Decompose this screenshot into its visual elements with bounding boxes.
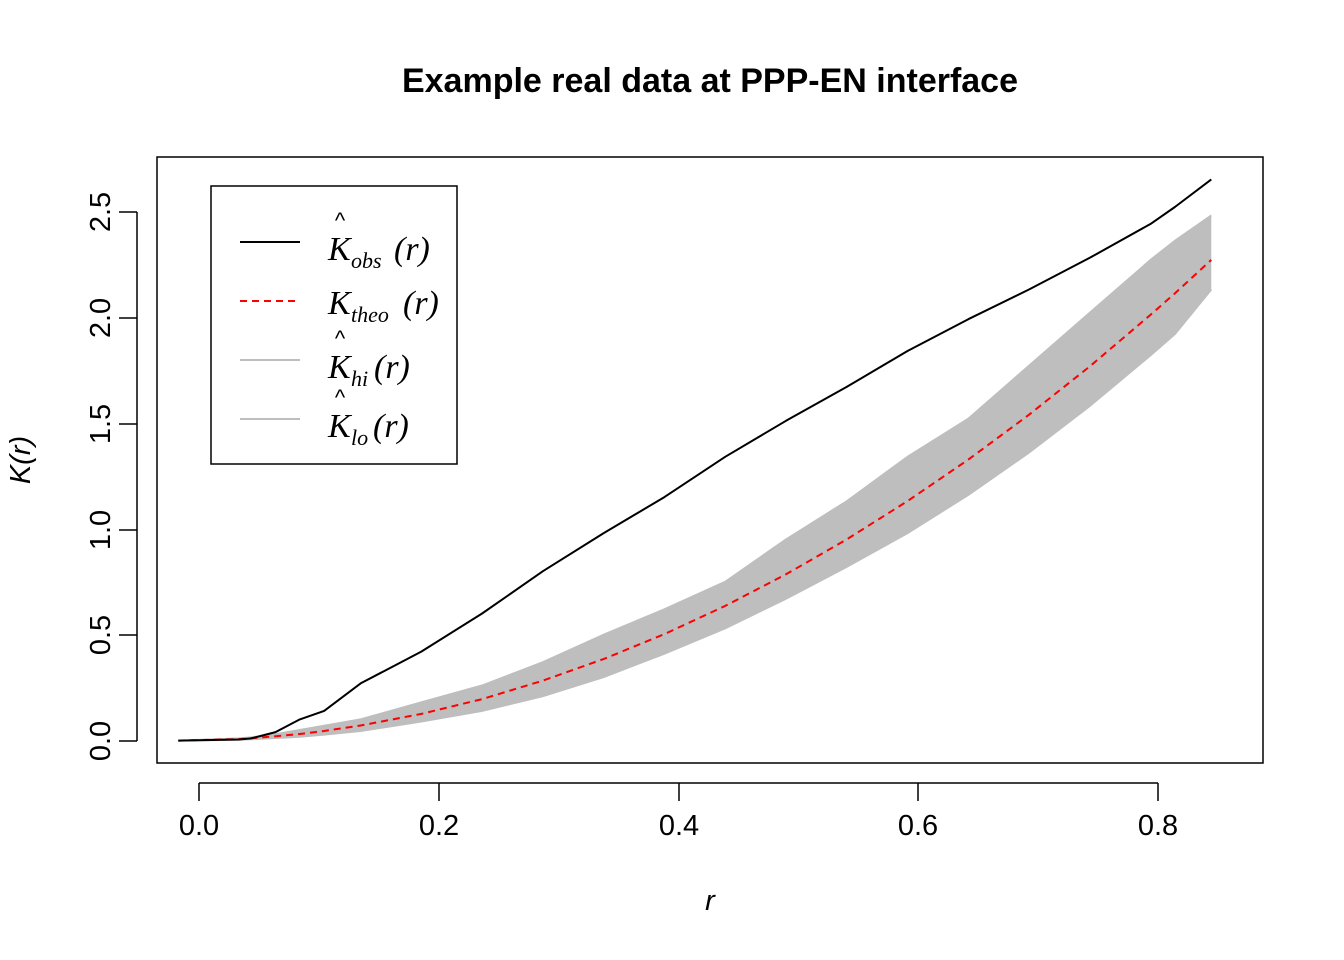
- legend-sub-theo: theo: [351, 302, 389, 327]
- legend-box: [210, 185, 458, 465]
- series-line-obs: [178, 178, 1212, 742]
- legend-entry-theo: K theo (r): [240, 285, 439, 327]
- legend-symbol-theo: K: [327, 285, 353, 322]
- series-line-lo: [178, 288, 1213, 742]
- y-tick-label: 1.5: [85, 404, 117, 444]
- y-axis: 0.0 0.5 1.0 1.5 2.0 2.5 K(r): [5, 192, 138, 761]
- x-axis-label: r: [705, 885, 716, 917]
- x-tick-label: 0.4: [659, 810, 699, 842]
- envelope-band-layer: [178, 214, 1213, 742]
- legend-hat-obs: ^: [335, 208, 346, 233]
- legend-arg-theo: (r): [403, 285, 439, 322]
- plot-frame: [156, 156, 1264, 764]
- legend: ^ K obs (r) K theo (r) ^ K hi (r) ^ K lo…: [210, 185, 458, 465]
- x-axis: 0.0 0.2 0.4 0.6 0.8 r: [179, 782, 1178, 917]
- legend-hat-lo: ^: [335, 385, 346, 410]
- y-tick-label: 0.5: [85, 615, 117, 655]
- x-tick-label: 0.8: [1138, 810, 1178, 842]
- y-axis-label: K(r): [5, 436, 37, 484]
- legend-sub-hi: hi: [351, 366, 368, 391]
- series-lines-layer: [178, 178, 1212, 742]
- x-tick-label: 0.0: [179, 810, 219, 842]
- chart-title: Example real data at PPP-EN interface: [402, 62, 1018, 100]
- series-line-hi: [178, 214, 1212, 742]
- x-tick-label: 0.2: [419, 810, 459, 842]
- legend-sub-lo: lo: [351, 425, 368, 450]
- legend-symbol-obs: K: [327, 231, 353, 268]
- legend-arg-lo: (r): [373, 408, 409, 445]
- legend-sub-obs: obs: [351, 248, 382, 273]
- legend-arg-obs: (r): [394, 231, 430, 268]
- y-tick-label: 0.0: [85, 721, 117, 761]
- legend-arg-hi: (r): [374, 349, 410, 386]
- legend-hat-hi: ^: [335, 326, 346, 351]
- legend-entry-obs: ^ K obs (r): [240, 208, 430, 273]
- y-tick-label: 2.5: [85, 192, 117, 232]
- y-tick-label: 2.0: [85, 298, 117, 338]
- legend-entry-lo: ^ K lo (r): [240, 385, 409, 450]
- legend-symbol-lo: K: [327, 408, 353, 445]
- legend-entry-hi: ^ K hi (r): [240, 326, 410, 391]
- y-tick-label: 1.0: [85, 510, 117, 550]
- legend-symbol-hi: K: [327, 349, 353, 386]
- x-tick-label: 0.6: [898, 810, 938, 842]
- envelope-band: [178, 215, 1212, 741]
- series-line-theo: [178, 259, 1212, 742]
